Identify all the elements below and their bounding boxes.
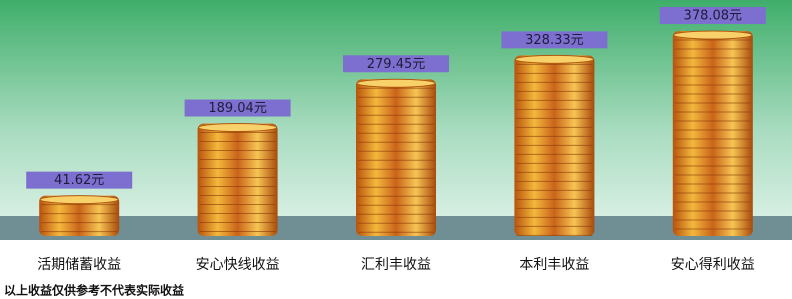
value-label: 328.33元 <box>525 33 584 48</box>
x-tick-label: 活期储蓄收益 <box>37 257 121 273</box>
x-tick-label: 本利丰收益 <box>519 257 589 273</box>
value-label: 41.62元 <box>54 173 104 188</box>
value-label: 279.45元 <box>367 57 426 72</box>
x-tick-label: 安心快线收益 <box>196 257 280 273</box>
coin-stack <box>356 79 436 236</box>
value-label: 189.04元 <box>208 101 267 116</box>
coin-top <box>199 124 277 132</box>
coin-stack <box>673 31 753 236</box>
page: {"chart_data": {"type": "bar", "categori… <box>0 0 792 299</box>
chart: 以上收益仅供参考不代表实际收益 41.62元活期储蓄收益 189.04元安心快线收… <box>0 0 792 299</box>
coin-top <box>674 31 752 39</box>
coin-top <box>40 196 118 204</box>
coin-top <box>515 55 593 63</box>
footnote: 以上收益仅供参考不代表实际收益 <box>4 283 184 298</box>
x-tick-label: 安心得利收益 <box>671 256 755 273</box>
x-tick-label: 汇利丰收益 <box>361 257 431 273</box>
value-label: 378.08元 <box>684 9 743 24</box>
coin-stack <box>198 124 278 237</box>
coin-top <box>357 79 435 87</box>
